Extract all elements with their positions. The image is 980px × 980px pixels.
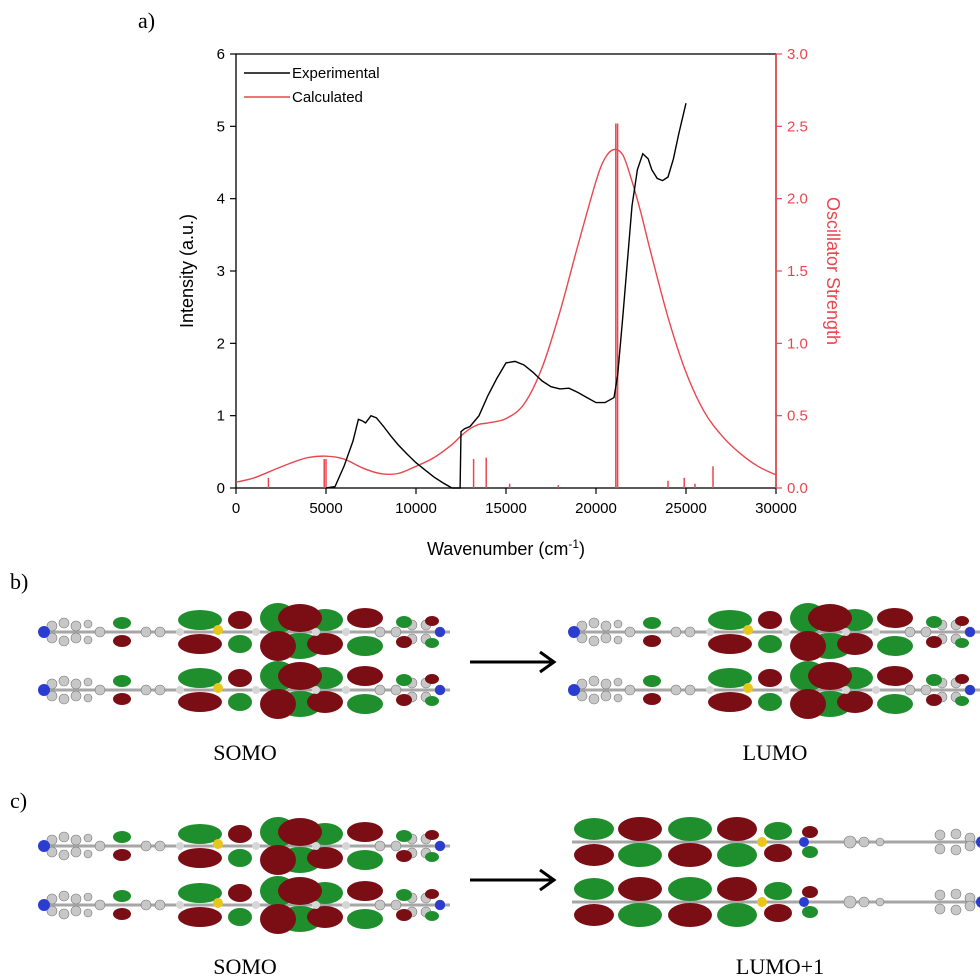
y-right-tick-label: 1.0 — [787, 335, 808, 352]
legend-label-calculated: Calculated — [292, 89, 363, 106]
y-ticks-left: 0 1 2 3 4 5 6 — [217, 46, 236, 497]
y-left-tick-label: 2 — [217, 335, 225, 352]
arrow-c — [468, 868, 556, 892]
orbital-label-c-left: SOMO — [213, 954, 277, 979]
experimental-line — [325, 103, 687, 489]
panel-c-label: c) — [10, 788, 27, 813]
x-tick-label: 0 — [232, 500, 240, 517]
stick-spectrum — [267, 123, 714, 488]
y-right-tick-label: 0.5 — [787, 408, 808, 425]
y-left-tick-label: 1 — [217, 408, 225, 425]
chart-a: 0 5000 10000 15000 20000 25000 30000 0 1 2 3 4 5 6 0… — [177, 46, 843, 559]
orbital-label-c-right: LUMO+1 — [736, 954, 824, 979]
x-tick-label: 10000 — [395, 500, 437, 517]
legend: Experimental Calculated — [244, 65, 380, 106]
x-tick-label: 5000 — [309, 500, 342, 517]
orbital-c-right — [570, 815, 980, 929]
y-right-tick-label: 0.0 — [787, 480, 808, 497]
y-left-tick-label: 6 — [217, 46, 225, 63]
arrow-b — [468, 650, 556, 674]
x-tick-label: 15000 — [485, 500, 527, 517]
y-right-tick-label: 1.5 — [787, 263, 808, 280]
plot-frame — [235, 53, 777, 489]
legend-label-experimental: Experimental — [292, 65, 380, 82]
x-tick-label: 30000 — [755, 500, 797, 517]
orbital-label-b-right: LUMO — [743, 740, 808, 765]
y-right-tick-label: 2.5 — [787, 118, 808, 135]
x-axis-title: Wavenumber (cm-1) — [427, 537, 585, 559]
y-left-tick-label: 4 — [217, 191, 225, 208]
y-left-tick-label: 0 — [217, 480, 225, 497]
y-right-tick-label: 2.0 — [787, 191, 808, 208]
y-ticks-right: 0.0 0.5 1.0 1.5 2.0 2.5 3.0 — [776, 46, 808, 497]
orbital-c-left — [36, 815, 452, 936]
y-left-tick-label: 5 — [217, 118, 225, 135]
y-axis-title-right: Oscillator Strength — [823, 197, 843, 345]
y-right-tick-label: 3.0 — [787, 46, 808, 63]
x-tick-label: 20000 — [575, 500, 617, 517]
panel-a-label: a) — [138, 8, 155, 33]
panel-b-label: b) — [10, 569, 28, 594]
orbital-b-right — [566, 601, 980, 721]
orbital-label-b-left: SOMO — [213, 740, 277, 765]
y-axis-title-left: Intensity (a.u.) — [177, 214, 197, 328]
y-left-tick-label: 3 — [217, 263, 225, 280]
orbital-b-left — [36, 601, 452, 721]
calculated-line — [235, 148, 777, 483]
x-ticks: 0 5000 10000 15000 20000 25000 30000 — [232, 488, 797, 517]
x-tick-label: 25000 — [665, 500, 707, 517]
